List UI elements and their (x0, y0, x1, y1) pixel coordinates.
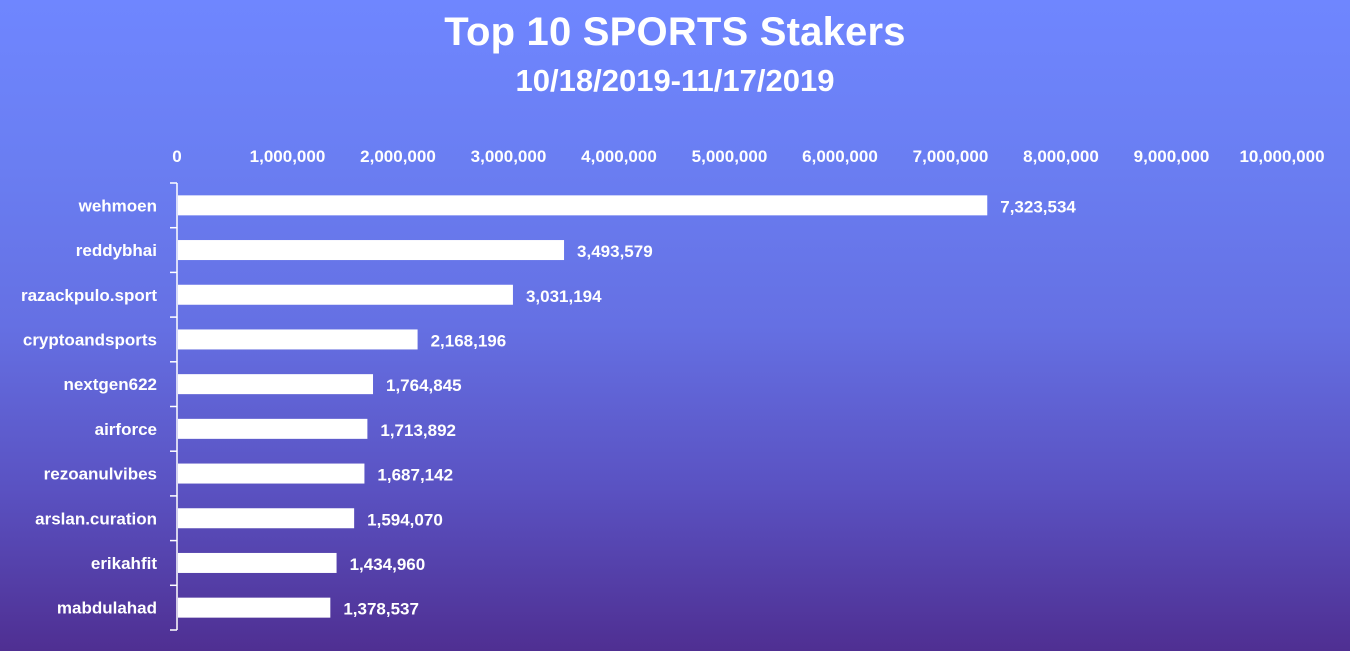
bar (178, 374, 374, 395)
bar (178, 329, 418, 350)
data-label: 2,168,196 (431, 331, 507, 350)
bar (178, 597, 331, 618)
x-tick-label: 3,000,000 (471, 147, 547, 166)
bar (178, 463, 365, 484)
data-label: 1,687,142 (377, 466, 453, 485)
data-label: 3,031,194 (526, 287, 602, 306)
category-label: cryptoandsports (23, 330, 157, 349)
category-label: razackpulo.sport (21, 286, 157, 305)
category-label: wehmoen (78, 196, 157, 215)
x-tick-label: 1,000,000 (250, 147, 326, 166)
x-tick-label: 10,000,000 (1239, 147, 1324, 166)
category-label: arslan.curation (35, 509, 157, 528)
category-label: nextgen622 (63, 375, 157, 394)
x-tick-label: 4,000,000 (581, 147, 657, 166)
x-tick-label: 9,000,000 (1134, 147, 1210, 166)
x-tick-label: 7,000,000 (913, 147, 989, 166)
chart-title: Top 10 SPORTS Stakers (444, 10, 906, 54)
bar (178, 508, 355, 529)
bar (178, 284, 513, 305)
category-label: erikahfit (91, 554, 157, 573)
data-label: 1,434,960 (350, 555, 426, 574)
category-label: reddybhai (76, 241, 157, 260)
bar (178, 418, 368, 439)
data-label: 3,493,579 (577, 242, 653, 261)
bar (178, 195, 988, 216)
x-tick-label: 2,000,000 (360, 147, 436, 166)
data-label: 1,594,070 (367, 510, 443, 529)
data-label: 7,323,534 (1000, 197, 1076, 216)
chart-subtitle: 10/18/2019-11/17/2019 (515, 63, 835, 98)
bar (178, 552, 337, 573)
category-label: airforce (95, 420, 157, 439)
data-label: 1,764,845 (386, 376, 462, 395)
x-tick-label: 5,000,000 (692, 147, 768, 166)
x-tick-label: 8,000,000 (1023, 147, 1099, 166)
category-label: mabdulahad (57, 599, 157, 618)
bar (178, 240, 565, 261)
data-label: 1,713,892 (380, 421, 456, 440)
x-tick-label: 6,000,000 (802, 147, 878, 166)
data-label: 1,378,537 (343, 600, 419, 619)
category-label: rezoanulvibes (44, 465, 157, 484)
x-tick-label: 0 (172, 147, 181, 166)
